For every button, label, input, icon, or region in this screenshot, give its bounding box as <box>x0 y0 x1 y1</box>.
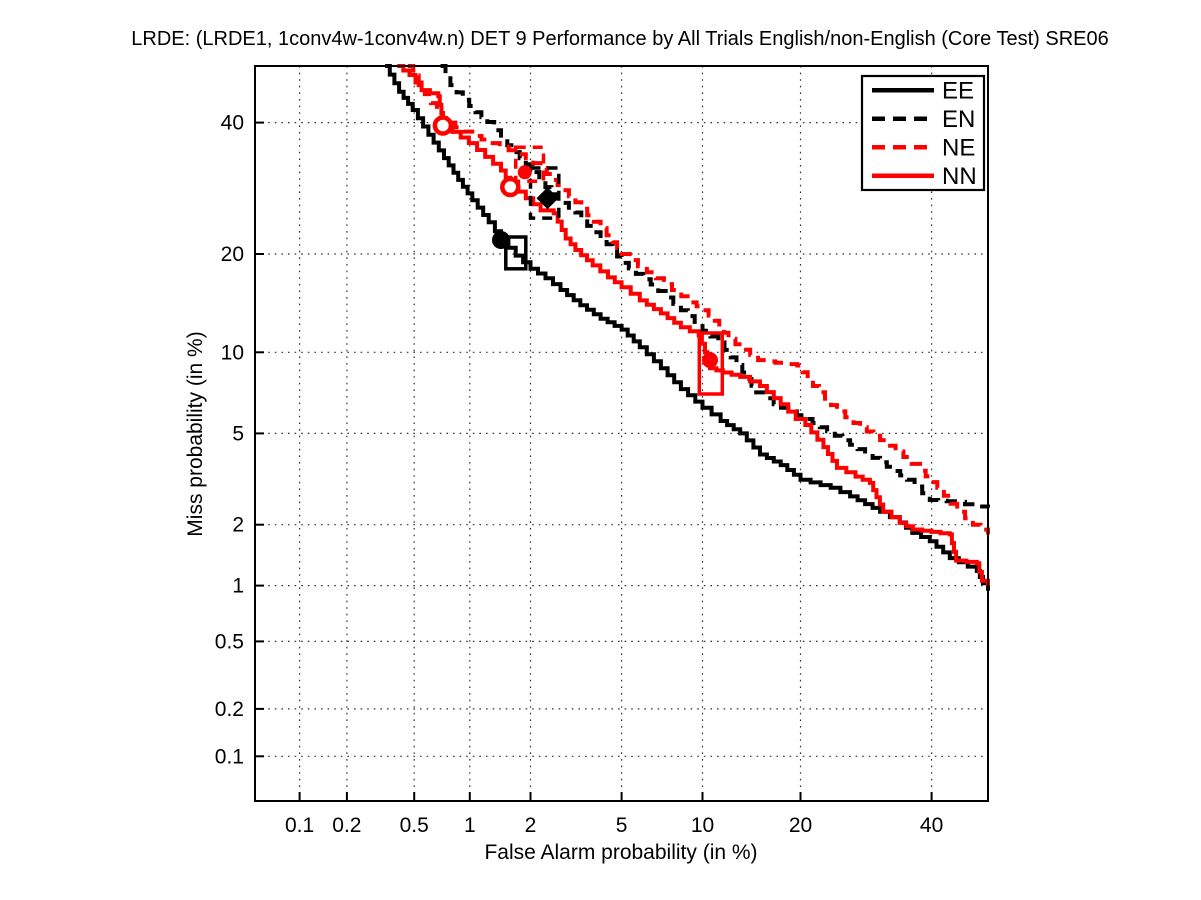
legend-entry-NE: NE <box>872 134 975 161</box>
legend-entry-EN: EN <box>872 106 975 133</box>
dcf-boxes <box>504 145 725 396</box>
dcf-box-NE <box>513 145 546 183</box>
marker-circle-open-NN <box>500 176 521 198</box>
x-tick-label: 0.1 <box>285 814 314 837</box>
x-axis-label: False Alarm probability (in %) <box>484 841 757 864</box>
x-tick-label: 20 <box>789 814 812 837</box>
curve-NE <box>407 64 990 535</box>
dcf-box-EN <box>528 166 561 220</box>
y-tick-label: 40 <box>221 112 244 135</box>
dcf-markers <box>432 115 718 369</box>
legend-box <box>860 74 986 192</box>
marker-circle-open-NE <box>432 115 454 136</box>
marker-circle-filled-EE <box>492 231 510 249</box>
y-tick-label: 10 <box>221 341 244 364</box>
x-tick-label: 0.2 <box>332 814 361 837</box>
legend-label-EE: EE <box>942 77 974 104</box>
y-tick-label: 2 <box>232 514 244 537</box>
plot-title: LRDE: (LRDE1, 1conv4w-1conv4w.n) DET 9 P… <box>131 28 1108 50</box>
dcf-box-NN <box>697 331 725 396</box>
x-tick-label: 10 <box>691 814 714 837</box>
marker-diamond-EN <box>536 187 559 210</box>
x-tick-label: 40 <box>920 814 943 837</box>
legend-label-NE: NE <box>942 134 975 161</box>
marker-circle-filled-NE <box>517 165 532 180</box>
y-tick-label: 0.5 <box>215 630 244 653</box>
y-tick-label: 20 <box>221 243 244 266</box>
dcf-box-EE <box>504 235 528 271</box>
curve-EE <box>385 64 990 591</box>
y-tick-label: 1 <box>232 575 244 598</box>
x-tick-label: 5 <box>616 814 628 837</box>
x-tick-label: 0.5 <box>400 814 429 837</box>
x-tick-label: 1 <box>464 814 476 837</box>
marker-circle-filled-NN <box>702 352 718 369</box>
legend-label-EN: EN <box>942 106 975 133</box>
y-axis-label: Miss probability (in %) <box>184 331 207 536</box>
axes-frame <box>254 65 989 802</box>
tick-labels: 0.1 0.2 0.5 1 2 5 10 20 40 0.1 0.2 0.5 1 2 5 10 20 40 <box>215 112 943 837</box>
legend-entry-NN: NN <box>872 163 977 190</box>
x-tick-label: 2 <box>525 814 537 837</box>
legend-entry-EE: EE <box>872 77 974 104</box>
y-tick-label: 5 <box>232 422 244 445</box>
curve-EN <box>440 64 990 509</box>
legend-label-NN: NN <box>942 163 977 190</box>
y-tick-label: 0.1 <box>215 745 244 768</box>
y-tick-label: 0.2 <box>215 698 244 721</box>
